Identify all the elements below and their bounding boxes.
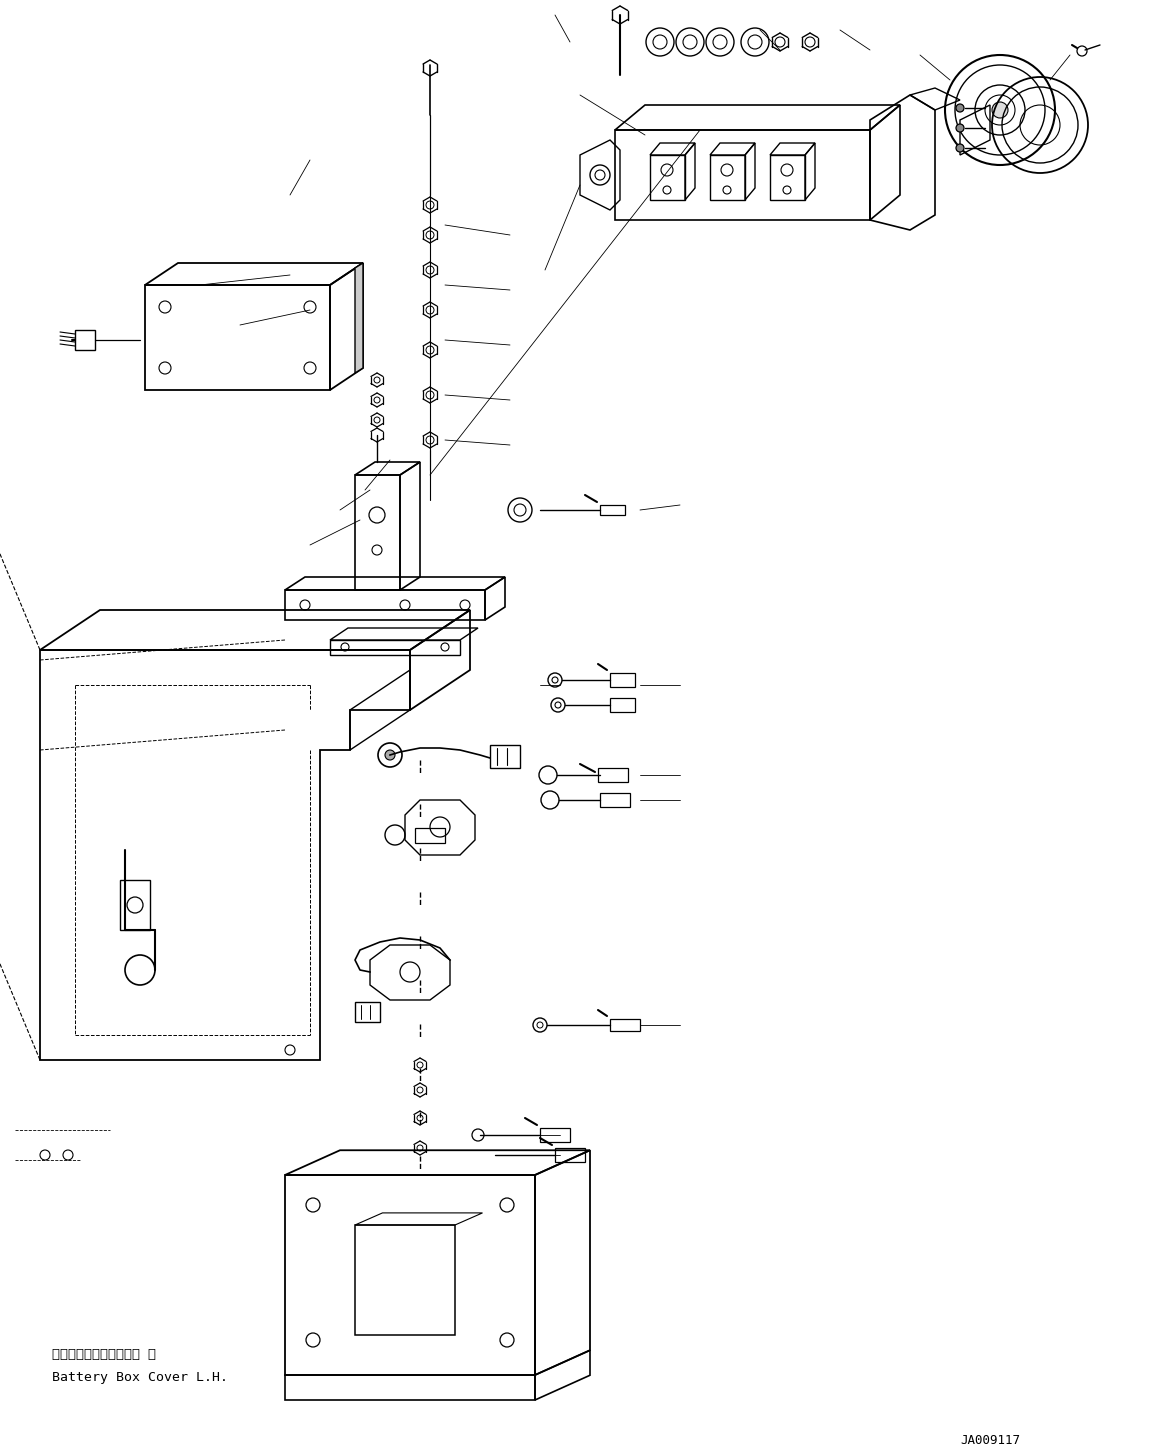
Circle shape <box>991 102 1008 118</box>
Polygon shape <box>355 263 363 372</box>
Text: バッテリボックスカバー 左: バッテリボックスカバー 左 <box>52 1349 156 1362</box>
Circle shape <box>385 749 395 760</box>
Circle shape <box>956 144 964 151</box>
Text: Battery Box Cover L.H.: Battery Box Cover L.H. <box>52 1372 228 1385</box>
Text: JA009117: JA009117 <box>960 1433 1021 1446</box>
Circle shape <box>956 124 964 132</box>
Circle shape <box>956 103 964 112</box>
